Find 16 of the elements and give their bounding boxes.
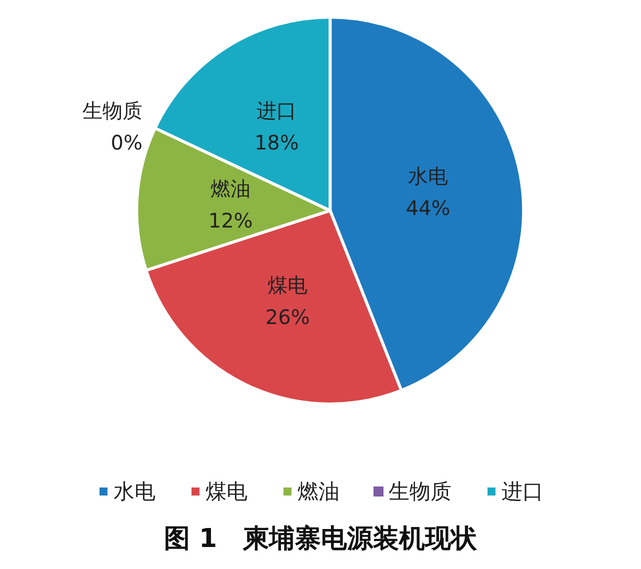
slice-label: 水电 [408,164,448,188]
legend-label: 煤电 [206,480,248,504]
text: 0% [110,130,142,154]
text: 图 1 柬埔寨电源装机现状 [164,524,478,554]
legend-label: 燃油 [298,480,340,504]
category-label: 生物质 [82,98,142,122]
slice-label: 进口 [256,98,297,122]
data-label: 18% [254,130,299,154]
legend-label: 生物质 [388,480,452,504]
data-label: 26% [265,304,310,329]
legend-label: 水电 [114,480,156,504]
slice-label: 煤电 [268,272,308,297]
data-label: 12% [208,208,253,232]
data-label: 44% [406,196,450,220]
slice-label: 燃油 [210,176,251,200]
legend-label: 进口 [502,480,544,504]
